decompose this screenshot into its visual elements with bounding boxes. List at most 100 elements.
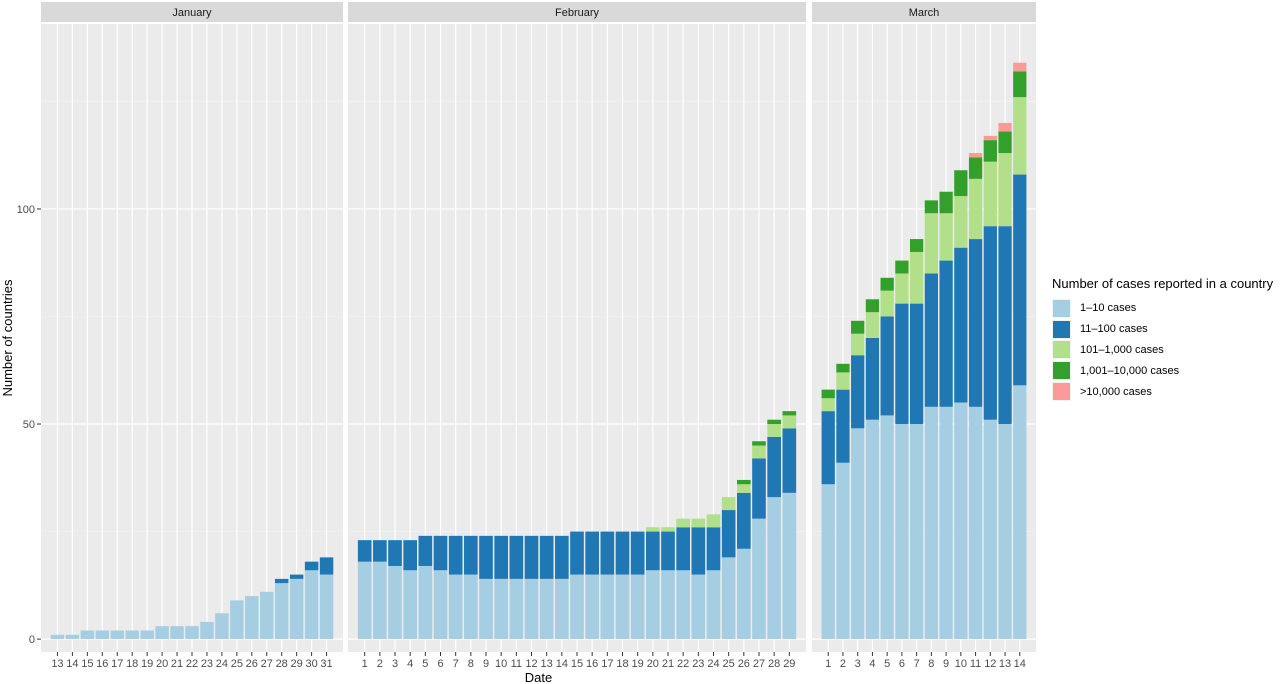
bar-february-11-11-100-cases <box>509 535 524 579</box>
x-tick-label: 2 <box>377 658 383 670</box>
legend-key-1-10-cases <box>1052 298 1071 318</box>
bar-february-17-11-100-cases <box>600 531 615 575</box>
bar-february-28-1-001-10-000-cases <box>767 419 781 425</box>
legend-title: Number of cases reported in a country <box>1052 276 1274 291</box>
bar-february-23-11-100-cases <box>691 527 706 575</box>
bar-march-13-10-000-cases <box>998 122 1012 132</box>
bar-march-5-1-10-cases <box>880 415 894 640</box>
x-tick-label: 19 <box>141 658 153 670</box>
bar-february-8-1-10-cases <box>464 574 478 640</box>
bar-march-1-1-10-cases <box>821 484 835 640</box>
x-tick-label: 29 <box>783 658 795 670</box>
bar-march-8-1-001-10-000-cases <box>924 200 938 214</box>
bar-february-12-1-10-cases <box>524 578 539 640</box>
legend-key-101-1000-cases <box>1052 340 1071 360</box>
bar-february-29-101-1-000-cases <box>782 415 797 429</box>
bar-february-24-101-1-000-cases <box>706 514 721 528</box>
x-tick-label: 26 <box>738 658 750 670</box>
x-tick-label: 24 <box>707 658 719 670</box>
bar-february-16-1-10-cases <box>585 574 599 640</box>
bar-march-5-101-1-000-cases <box>880 290 894 317</box>
bar-february-24-11-100-cases <box>706 527 721 571</box>
bar-january-13-1-10-cases <box>50 634 65 640</box>
legend-key-1001-10000-cases <box>1052 361 1071 381</box>
bar-february-22-101-1-000-cases <box>676 518 690 528</box>
bar-march-13-11-100-cases <box>998 226 1012 425</box>
legend-item-1-10-cases: 1–10 cases <box>1052 298 1278 319</box>
x-tick-label: 26 <box>246 658 258 670</box>
x-tick-label: 15 <box>571 658 583 670</box>
bar-march-4-101-1-000-cases <box>865 312 880 338</box>
bar-february-1-11-100-cases <box>357 540 372 562</box>
legend-item-11-100-cases: 11–100 cases <box>1052 319 1278 340</box>
y-tick-label: 100 <box>17 204 35 216</box>
x-tick-label: 3 <box>855 658 861 670</box>
legend-key-over-10000-cases <box>1052 382 1071 402</box>
bar-february-18-1-10-cases <box>615 574 630 640</box>
bar-february-20-1-10-cases <box>646 570 660 640</box>
bar-february-28-1-10-cases <box>767 497 781 640</box>
bar-february-3-11-100-cases <box>388 540 402 566</box>
bar-march-10-101-1-000-cases <box>954 196 968 248</box>
x-tick-label: 30 <box>305 658 317 670</box>
bar-march-12-101-1-000-cases <box>983 161 997 227</box>
x-tick-label: 29 <box>291 658 303 670</box>
x-tick-label: 14 <box>66 658 78 670</box>
bar-february-1-1-10-cases <box>357 561 372 640</box>
x-tick-label: 8 <box>468 658 474 670</box>
bar-february-9-1-10-cases <box>479 578 493 640</box>
x-tick-label: 9 <box>483 658 489 670</box>
bar-february-13-1-10-cases <box>539 578 554 640</box>
bar-march-5-11-100-cases <box>880 316 894 416</box>
facet-strip-january <box>41 2 343 22</box>
bar-march-4-1-10-cases <box>865 419 880 640</box>
facet-strip-february <box>348 2 806 22</box>
bar-january-26-1-10-cases <box>245 596 259 640</box>
legend-label-101-1000-cases: 101–1,000 cases <box>1080 343 1164 356</box>
bar-march-7-11-100-cases <box>910 303 924 425</box>
bar-february-22-1-10-cases <box>676 570 690 640</box>
x-tick-label: 16 <box>96 658 108 670</box>
x-tick-label: 13 <box>541 658 553 670</box>
bar-january-21-1-10-cases <box>170 626 184 640</box>
y-tick-label: 0 <box>29 634 35 646</box>
x-tick-label: 27 <box>261 658 273 670</box>
x-tick-label: 22 <box>186 658 198 670</box>
bar-february-26-11-100-cases <box>736 492 751 549</box>
bar-march-14-1-001-10-000-cases <box>1013 71 1027 98</box>
bar-march-1-11-100-cases <box>821 411 835 485</box>
bar-march-12-1-10-cases <box>983 419 997 640</box>
x-tick-label: 24 <box>216 658 228 670</box>
x-tick-label: 10 <box>955 658 967 670</box>
legend-item-101-1000-cases: 101–1,000 cases <box>1052 340 1278 361</box>
x-tick-label: 14 <box>1014 658 1026 670</box>
bar-february-27-1-001-10-000-cases <box>752 441 766 446</box>
bar-march-1-101-1-000-cases <box>821 398 835 412</box>
x-tick-label: 3 <box>392 658 398 670</box>
bar-march-14-1-10-cases <box>1013 385 1027 640</box>
bar-january-29-11-100-cases <box>289 574 304 579</box>
x-tick-label: 17 <box>111 658 123 670</box>
x-tick-label: 25 <box>723 658 735 670</box>
bar-march-13-1-001-10-000-cases <box>998 131 1012 154</box>
bar-february-16-11-100-cases <box>585 531 599 575</box>
x-tick-label: 18 <box>616 658 628 670</box>
bar-january-24-1-10-cases <box>215 613 229 640</box>
bar-march-5-1-001-10-000-cases <box>880 277 894 291</box>
bar-february-23-101-1-000-cases <box>691 518 706 528</box>
bar-january-18-1-10-cases <box>125 630 139 640</box>
bar-march-4-11-100-cases <box>865 338 880 420</box>
x-tick-label: 17 <box>601 658 613 670</box>
x-tick-label: 27 <box>753 658 765 670</box>
bar-march-10-1-001-10-000-cases <box>954 170 968 197</box>
bar-march-6-1-001-10-000-cases <box>895 260 909 274</box>
legend-label-over-10000-cases: >10,000 cases <box>1080 385 1152 398</box>
bar-february-12-11-100-cases <box>524 535 539 579</box>
bar-march-8-1-10-cases <box>924 406 938 640</box>
bar-february-27-1-10-cases <box>752 518 766 640</box>
x-tick-label: 12 <box>984 658 996 670</box>
bar-march-11-101-1-000-cases <box>968 178 983 240</box>
x-tick-label: 1 <box>825 658 831 670</box>
x-tick-label: 22 <box>677 658 689 670</box>
